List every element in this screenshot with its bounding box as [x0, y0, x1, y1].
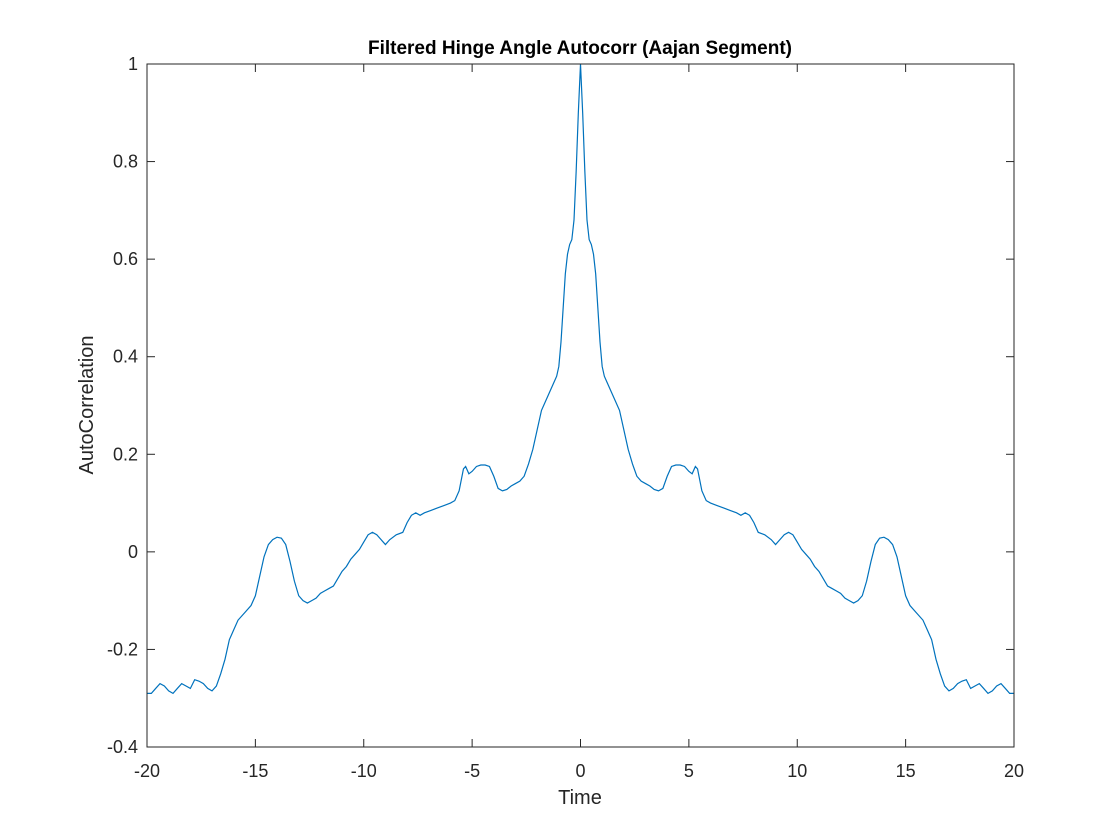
y-tick-labels: -0.4 -0.2 0 0.2 0.4 0.6 0.8 1: [107, 54, 138, 757]
y-tick-label: 0.6: [113, 249, 138, 269]
x-tick-label: 10: [787, 761, 807, 781]
x-axis-label: Time: [558, 787, 602, 809]
y-tick-label: -0.2: [107, 639, 138, 659]
chart-title: Filtered Hinge Angle Autocorr (Aajan Seg…: [368, 38, 792, 59]
x-tick-labels: -20 -15 -10 -5 0 5 10 15 20: [134, 761, 1024, 781]
y-tick-label: 0: [128, 542, 138, 562]
y-tick-label: 1: [128, 54, 138, 74]
x-tick-label: 15: [896, 761, 916, 781]
x-tick-label: -20: [134, 761, 160, 781]
plot-area: [147, 64, 1014, 747]
y-tick-label: -0.4: [107, 737, 138, 757]
y-axis-label: AutoCorrelation: [76, 336, 98, 475]
y-tick-label: 0.8: [113, 152, 138, 172]
x-tick-label: -5: [464, 761, 480, 781]
x-tick-label: -10: [351, 761, 377, 781]
y-tick-label: 0.2: [113, 444, 138, 464]
x-tick-label: -15: [242, 761, 268, 781]
x-tick-label: 0: [575, 761, 585, 781]
x-tick-label: 5: [684, 761, 694, 781]
x-tick-label: 20: [1004, 761, 1024, 781]
y-tick-label: 0.4: [113, 347, 138, 367]
plot-frame: [146, 63, 1015, 748]
